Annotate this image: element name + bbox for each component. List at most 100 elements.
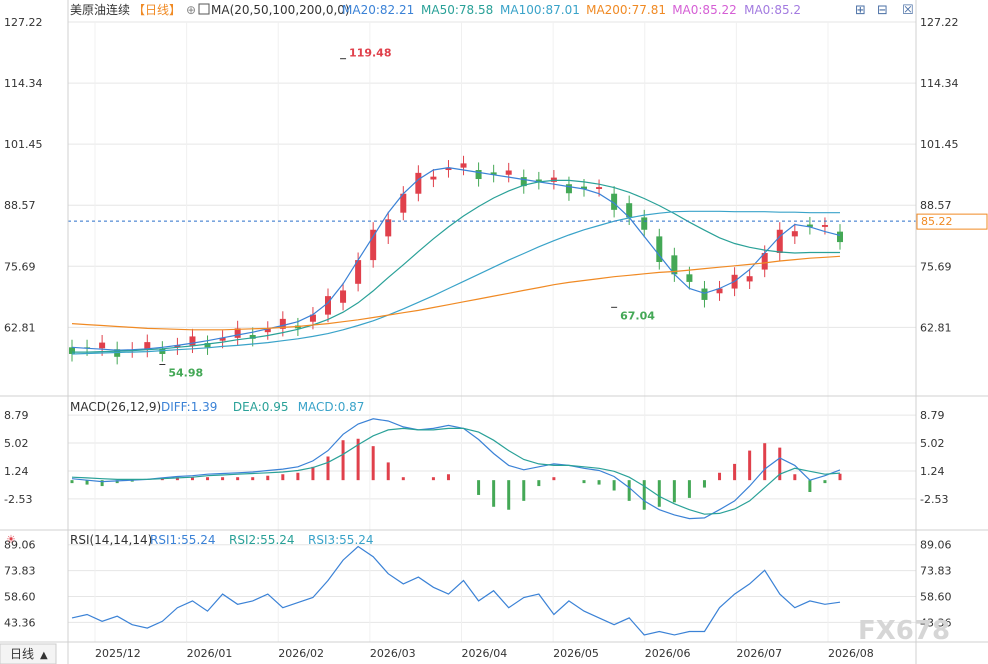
zoom-out-icon[interactable]: ⊟ [877,3,888,18]
window-controls: ⊞ ⊟ ☒ [855,3,914,18]
candle-body [234,328,241,338]
rsi-tick-left: 43.36 [4,616,36,629]
period-button[interactable] [0,643,57,664]
last-price-box [916,213,988,230]
period-label: 【日线】 [133,3,181,17]
candle-body [475,170,482,180]
readout-0: MA20:82.21 [342,3,414,17]
candle-body [309,314,316,322]
ma-line-ma50 [72,179,840,353]
candle-body [686,274,693,282]
candle-body [535,179,542,182]
ma-readouts: MA20:82.21 MA50:78.58 MA100:87.01 MA200:77.… [342,3,801,17]
price-tick-right: 88.57 [920,199,952,212]
candle-body [626,203,633,218]
macd-tick-left: -2.53 [4,493,32,506]
candle-body [505,170,512,175]
price-tick-right: 75.69 [920,260,952,273]
candle-body [671,255,678,275]
rsi-tick-right: 58.60 [920,590,952,603]
readout-2: MA100:87.01 [500,3,580,17]
candle-body [761,252,768,270]
readout-0: DIFF:1.39 [161,400,217,414]
readout-0: RSI1:55.24 [150,533,216,547]
period-button-label: 日线 [10,647,34,661]
candle-body [460,163,467,168]
macd-tick-right: 5.02 [920,437,945,450]
candle-body [821,225,828,227]
annotation-high: 119.48 [349,47,391,60]
candle-body [219,337,226,341]
macd-tick-right: 8.79 [920,409,945,422]
ma-line-ma200 [71,255,841,331]
candle-body [174,345,181,348]
candle-body [746,276,753,282]
price-tick-left: 127.22 [4,16,43,29]
macd-title: MACD(26,12,9) [70,400,161,414]
rsi-line [71,545,841,636]
candle-body [204,343,211,348]
candle-body [656,236,663,262]
candle-body [490,172,497,175]
macd-tick-left: 5.02 [4,437,29,450]
instrument-title: 美原油连续 [70,2,130,17]
candle-body [385,219,392,237]
rsi-tick-right: 43.36 [920,616,952,629]
candle-body [249,335,256,339]
rsi-panel [71,545,841,636]
settings-icon[interactable]: ⊕ [186,3,196,17]
watermark: FX678 [858,616,950,646]
ma-line-ma100 [71,210,840,355]
rsi-tick-left: 58.60 [4,590,36,603]
price-tick-left: 114.34 [4,77,43,90]
candle-body [189,336,196,346]
crosshair-icon[interactable]: ⊞ [855,3,866,18]
price-tick-left: 75.69 [4,260,36,273]
readout-1: RSI2:55.24 [229,533,295,547]
rsi-tick-right: 89.06 [920,539,952,552]
readout-2: MACD:0.87 [298,400,365,414]
price-tick-left: 101.45 [4,138,43,151]
readout-2: RSI3:55.24 [308,533,374,547]
axes: 127.22 127.22 114.34 114.34 101.45 101.45 88.5… [4,16,988,660]
candle-body [791,231,798,237]
candle-body [340,290,347,303]
rsi-tick-left: 73.83 [4,565,36,578]
candle-body [596,187,603,189]
candle-body [611,193,618,210]
close-icon[interactable]: ☒ [902,3,914,18]
candle-body [806,224,813,227]
candle-body [415,172,422,194]
x-tick-label: 2025/12 [95,647,141,660]
macd-tick-right: -2.53 [920,493,948,506]
x-tick-label: 2026/01 [187,647,233,660]
candle-body [370,229,377,261]
x-tick-label: 2026/02 [278,647,324,660]
candle-body [520,177,527,187]
x-tick-label: 2026/04 [462,647,508,660]
price-tick-right: 114.34 [920,77,959,90]
x-tick-label: 2026/05 [553,647,599,660]
grid-lines [68,21,916,642]
rsi-readouts: RSI1:55.24 RSI2:55.24 RSI3:55.24 [150,533,374,547]
candle-body [430,176,437,180]
candle-body [264,328,271,333]
macd-panel [70,418,842,520]
indicator-icon[interactable] [198,3,210,15]
last-price-label: 85.22 [921,215,953,228]
x-tick-label: 2026/06 [645,647,691,660]
candle-body [69,347,75,354]
price-tick-right: 127.22 [920,16,959,29]
readout-1: DEA:0.95 [233,400,289,414]
readout-5: MA0:85.2 [744,3,801,17]
candle-body [325,296,331,315]
candle-body [837,231,843,243]
x-tick-label: 2026/07 [736,647,782,660]
x-tick-label: 2026/03 [370,647,416,660]
price-tick-left: 88.57 [4,199,36,212]
period-dropdown-icon[interactable]: ▲ [40,650,48,661]
candle-body [355,260,362,284]
rsi-settings-icon[interactable]: ☀ [6,533,16,546]
candle-body [445,167,452,171]
candle-body [279,318,286,329]
